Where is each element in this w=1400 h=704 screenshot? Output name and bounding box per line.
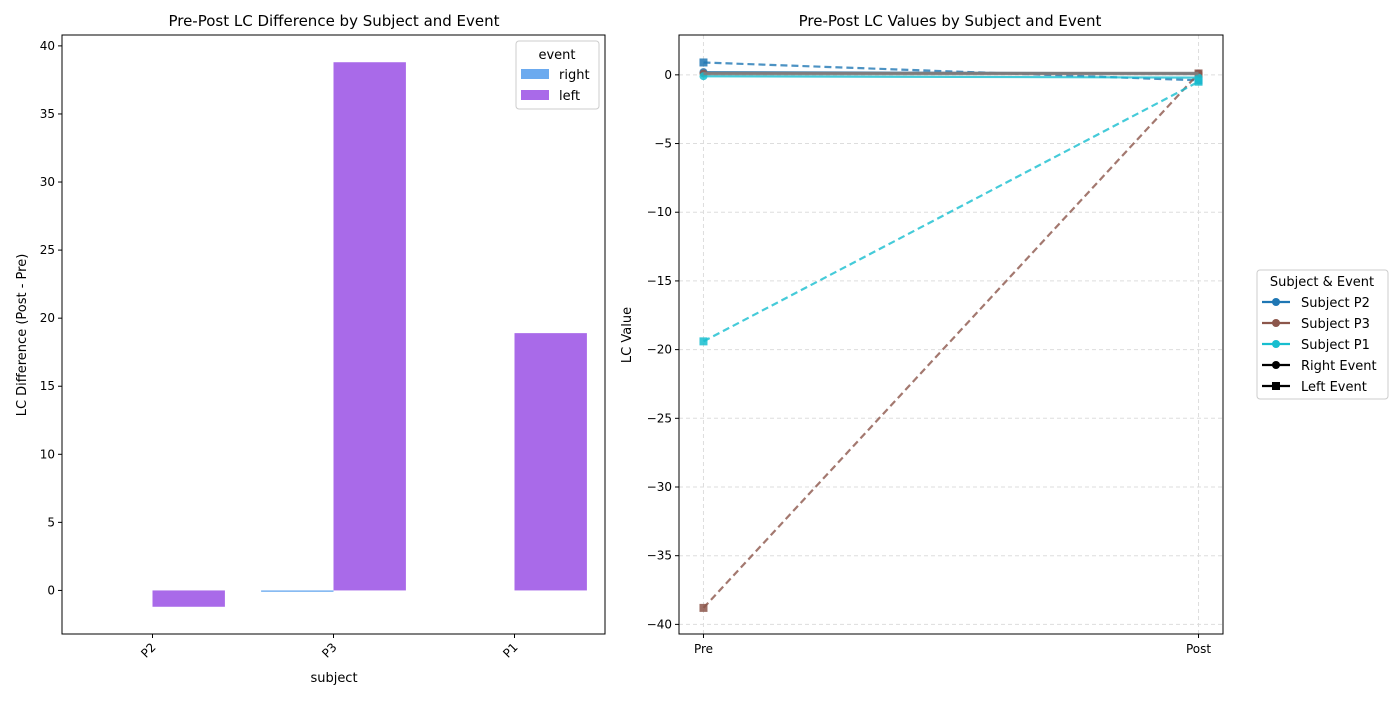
bar-x-tick-label: P1 bbox=[500, 640, 520, 660]
line-chart: Pre-Post LC Values by Subject and Event … bbox=[620, 12, 1389, 656]
bar-right-P3 bbox=[261, 590, 334, 592]
line-legend-label: Subject P2 bbox=[1301, 296, 1370, 311]
line-chart-ticks: 0 −5 −10 −15 −20 −25 −30 −35 −40 Pre Post bbox=[647, 68, 1212, 656]
bar-chart-frame bbox=[61, 34, 606, 635]
bar-y-tick-label: 5 bbox=[47, 515, 55, 529]
bar-chart-legend: event right left bbox=[515, 40, 600, 110]
bar-legend-swatch-left bbox=[521, 90, 549, 100]
line-y-tick-label: −15 bbox=[647, 274, 672, 288]
line-chart-grid bbox=[679, 35, 1223, 634]
line-legend-marker bbox=[1272, 298, 1280, 306]
line-legend-label: Left Event bbox=[1301, 380, 1367, 395]
line-y-tick-label: −20 bbox=[647, 343, 672, 357]
bar-x-tick-label: P3 bbox=[319, 640, 339, 660]
line-y-tick-label: 0 bbox=[664, 68, 672, 82]
series-P1-left-line bbox=[702, 80, 1200, 343]
bar-left-P3 bbox=[333, 62, 406, 591]
bar-chart-ticks: 0 5 10 15 20 25 30 35 40 P2 P3 P1 bbox=[40, 39, 521, 661]
bar-y-tick-label: 10 bbox=[40, 447, 55, 461]
line-legend-label: Right Event bbox=[1301, 359, 1377, 374]
bar-x-tick-label: P2 bbox=[138, 640, 158, 660]
bar-chart-y-axis-label: LC Difference (Post - Pre) bbox=[15, 254, 30, 417]
series-P1-left-point-Post bbox=[1194, 77, 1203, 86]
bar-legend-label-right: right bbox=[559, 68, 590, 83]
line-legend-marker bbox=[1272, 361, 1280, 369]
line-legend-marker bbox=[1272, 319, 1280, 327]
bar-chart-bars bbox=[152, 62, 587, 607]
bar-y-tick-label: 15 bbox=[40, 379, 55, 393]
line-chart-series bbox=[699, 58, 1203, 612]
line-legend-title: Subject & Event bbox=[1270, 275, 1374, 290]
bar-left-P2 bbox=[152, 590, 225, 607]
bar-y-tick-label: 35 bbox=[40, 107, 55, 121]
line-y-tick-label: −35 bbox=[647, 549, 672, 563]
bar-y-tick-label: 20 bbox=[40, 311, 55, 325]
line-x-tick-label: Post bbox=[1186, 642, 1211, 656]
bar-chart-x-axis-label: subject bbox=[310, 671, 357, 686]
line-legend-marker bbox=[1272, 340, 1280, 348]
line-y-tick-label: −25 bbox=[647, 411, 672, 425]
bar-legend-swatch-right bbox=[521, 69, 549, 79]
bar-left-P1 bbox=[514, 333, 587, 591]
series-P1-left-point-Pre bbox=[699, 337, 708, 346]
bar-y-tick-label: 30 bbox=[40, 175, 55, 189]
series-P3-left-point-Pre bbox=[699, 603, 708, 612]
line-legend-marker bbox=[1272, 382, 1280, 390]
bar-chart: Pre-Post LC Difference by Subject and Ev… bbox=[15, 12, 606, 686]
bar-legend-title: event bbox=[538, 48, 575, 63]
line-y-tick-label: −30 bbox=[647, 480, 672, 494]
line-legend-entries: Subject P2 Subject P3 Subject P1 Right Even… bbox=[1262, 296, 1377, 395]
series-P1-right-line bbox=[703, 75, 1199, 79]
bar-y-tick-label: 0 bbox=[47, 583, 55, 597]
line-chart-y-axis-label: LC Value bbox=[620, 307, 635, 363]
line-chart-title: Pre-Post LC Values by Subject and Event bbox=[799, 12, 1102, 30]
bar-chart-title: Pre-Post LC Difference by Subject and Ev… bbox=[168, 12, 499, 30]
line-chart-frame bbox=[678, 34, 1224, 635]
line-y-tick-label: −40 bbox=[647, 617, 672, 631]
series-P2-left-point-Pre bbox=[699, 58, 708, 67]
line-y-tick-label: −10 bbox=[647, 205, 672, 219]
series-P3-left-line bbox=[702, 72, 1200, 609]
line-y-tick-label: −5 bbox=[654, 137, 672, 151]
bar-y-tick-label: 40 bbox=[40, 39, 55, 53]
line-legend-label: Subject P1 bbox=[1301, 338, 1370, 353]
bar-legend-label-left: left bbox=[559, 89, 580, 104]
line-x-tick-label: Pre bbox=[694, 642, 713, 656]
line-legend-label: Subject P3 bbox=[1301, 317, 1370, 332]
bar-y-tick-label: 25 bbox=[40, 243, 55, 257]
